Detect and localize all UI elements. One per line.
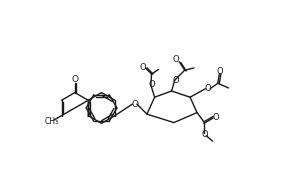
Text: O: O <box>172 76 179 85</box>
Text: O: O <box>173 55 180 64</box>
Text: CH₃: CH₃ <box>45 117 59 126</box>
Text: O: O <box>71 75 78 84</box>
Text: O: O <box>131 100 138 109</box>
Text: O: O <box>148 80 155 89</box>
Text: O: O <box>217 66 223 75</box>
Text: O: O <box>213 113 219 122</box>
Text: O: O <box>201 130 208 139</box>
Text: O: O <box>204 84 211 93</box>
Text: O: O <box>139 63 146 72</box>
